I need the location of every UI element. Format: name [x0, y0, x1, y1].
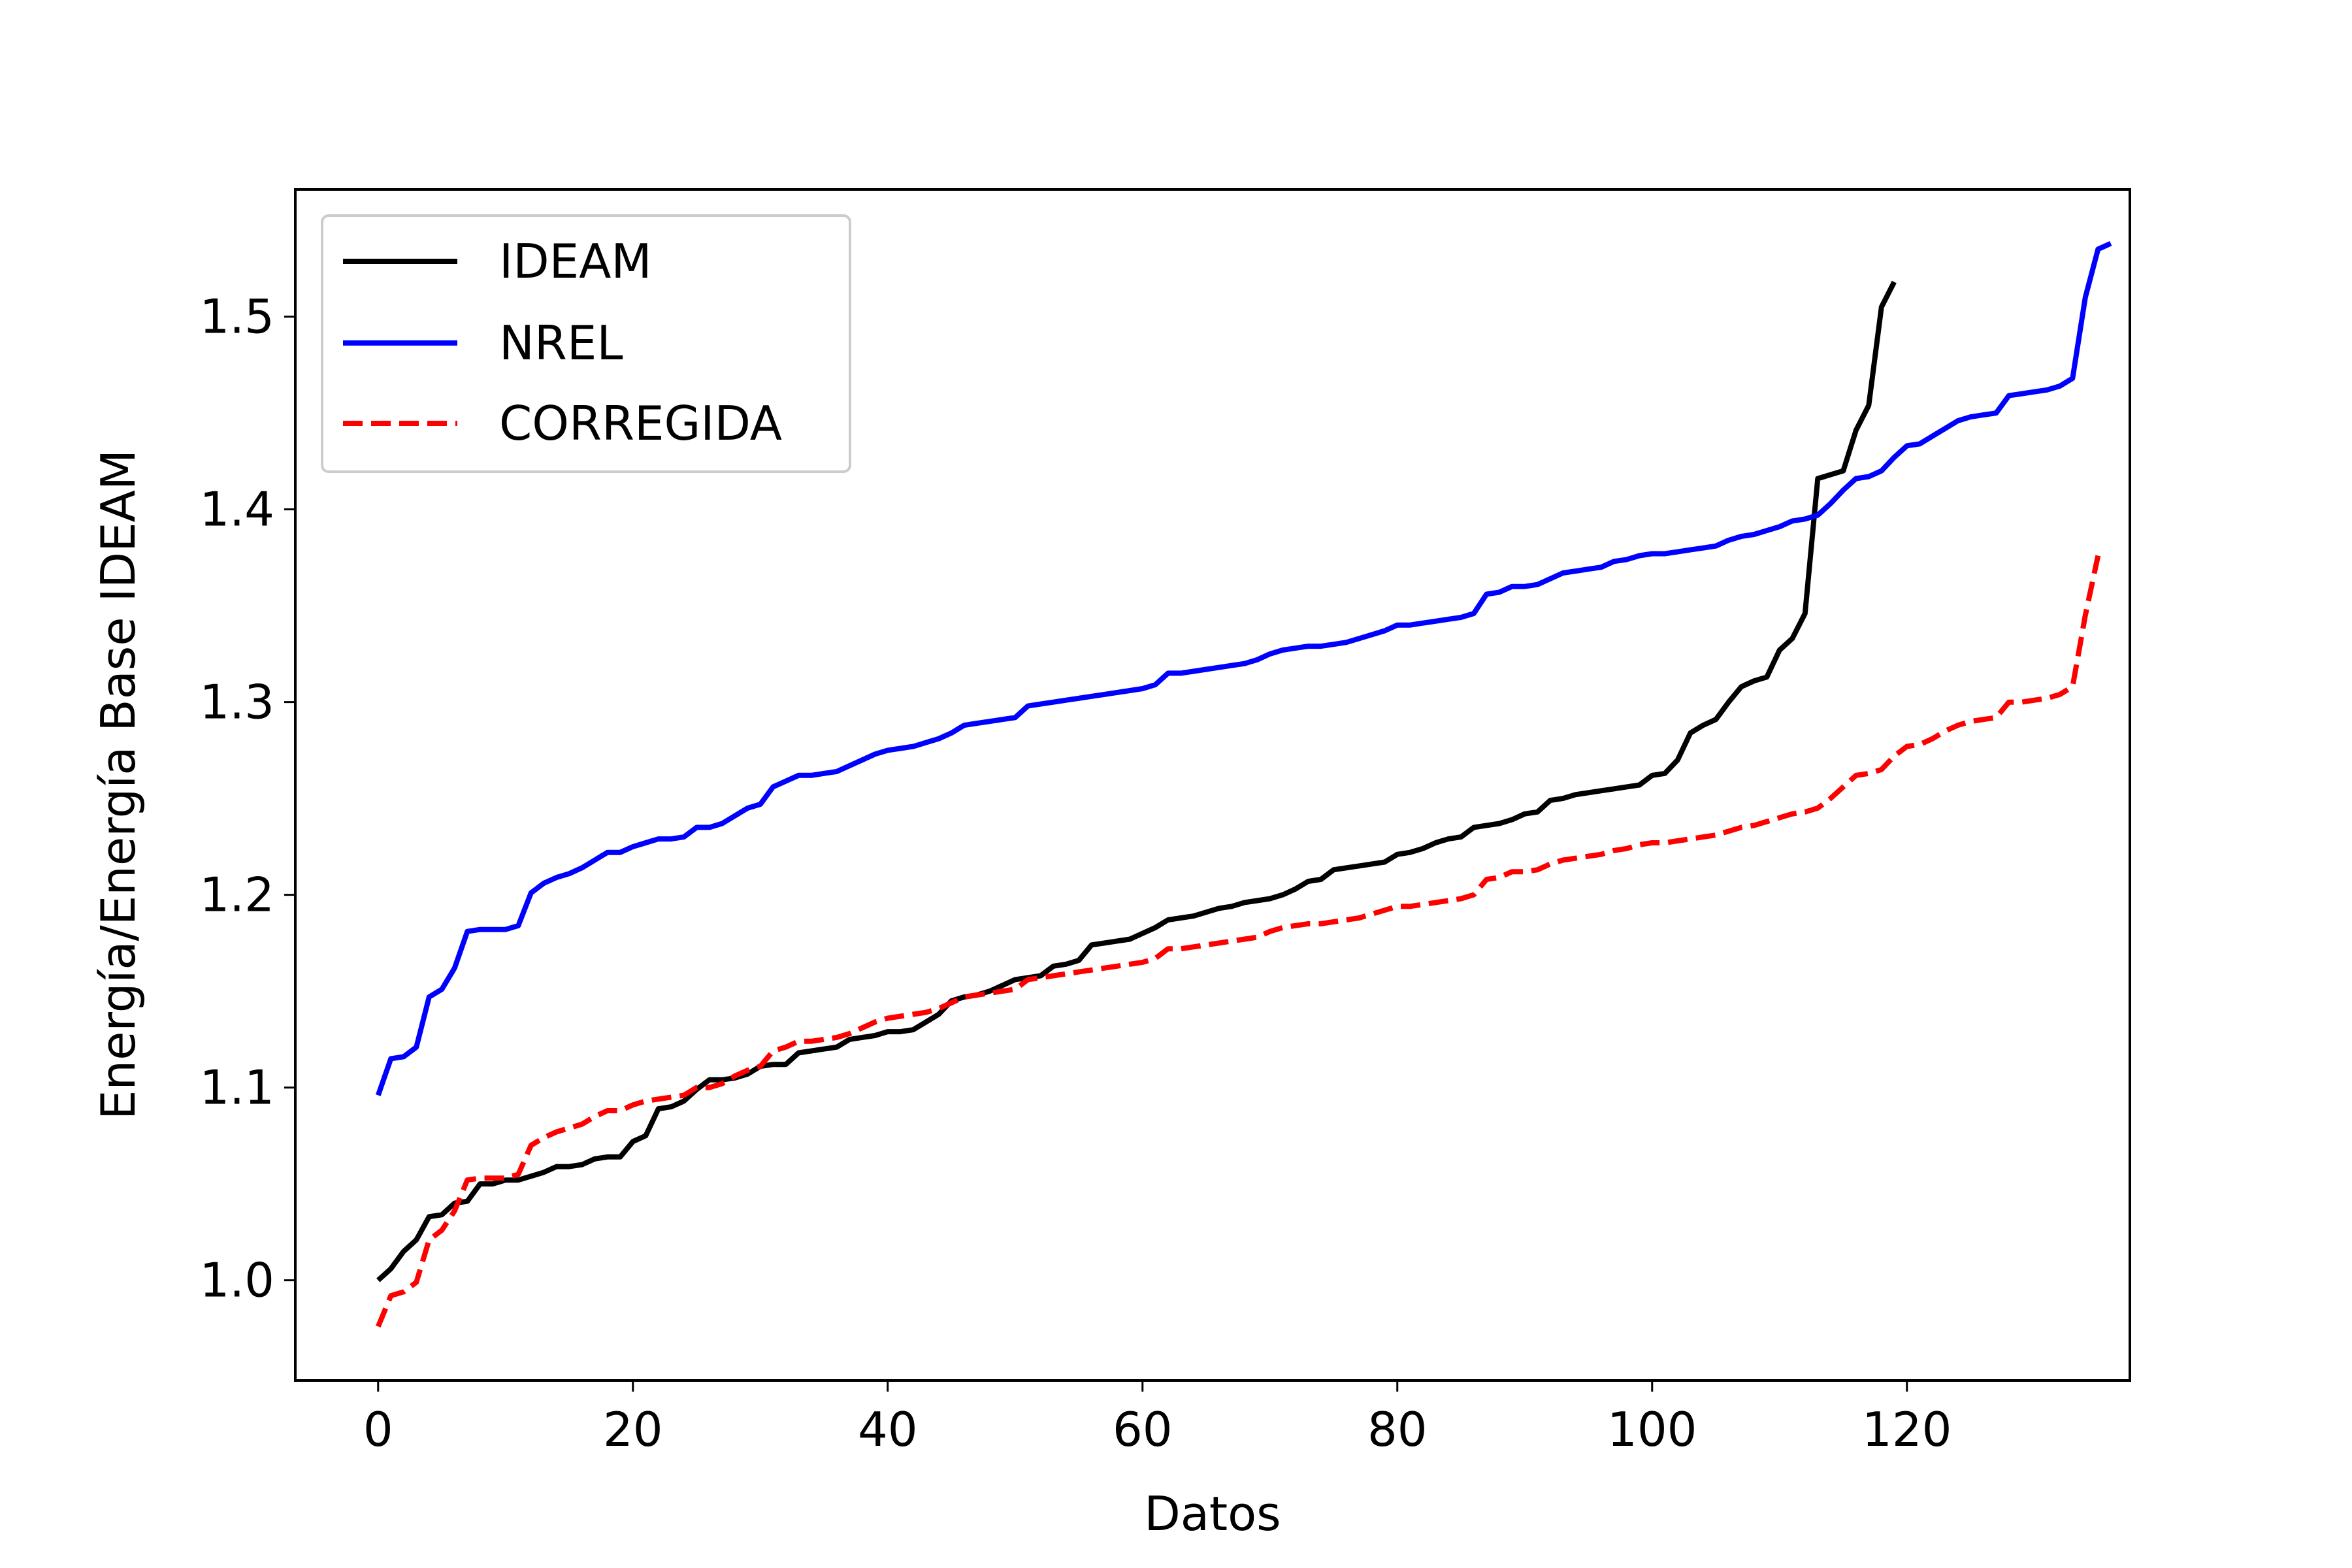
- y-tick-label: 1.4: [199, 482, 274, 537]
- x-tick-label: 120: [1862, 1402, 1952, 1457]
- series-layer: [376, 240, 2112, 1328]
- x-tick-label: 0: [363, 1402, 393, 1457]
- y-axis-ticks: 1.0 1.1 1.2 1.3 1.4 1.5: [199, 289, 295, 1308]
- x-axis-ticks: 0 20 40 60 80 100 120: [363, 1380, 1952, 1457]
- y-axis-label: Energía/Energía Base IDEAM: [91, 449, 146, 1120]
- series-line-nrel: [376, 240, 2112, 1096]
- plot-frame: [294, 188, 2131, 1382]
- series-line-corregida: [376, 555, 2101, 1328]
- y-tick-label: 1.5: [199, 289, 274, 344]
- legend-label-corregida: CORREGIDA: [499, 396, 782, 451]
- x-tick-label: 20: [603, 1402, 663, 1457]
- legend-frame: [321, 214, 851, 473]
- x-tick-label: 60: [1113, 1402, 1173, 1457]
- x-tick-label: 80: [1367, 1402, 1428, 1457]
- legend-label-ideam: IDEAM: [499, 234, 652, 289]
- series-line-ideam: [376, 280, 1897, 1282]
- y-tick-label: 1.1: [199, 1060, 274, 1115]
- legend: IDEAM NREL CORREGIDA: [321, 214, 851, 473]
- y-tick-label: 1.3: [199, 675, 274, 730]
- x-tick-label: 40: [858, 1402, 918, 1457]
- x-tick-label: 100: [1607, 1402, 1697, 1457]
- y-tick-label: 1.2: [199, 868, 274, 923]
- x-axis-label: Datos: [1144, 1486, 1281, 1541]
- legend-label-nrel: NREL: [499, 316, 623, 370]
- y-tick-label: 1.0: [199, 1253, 274, 1308]
